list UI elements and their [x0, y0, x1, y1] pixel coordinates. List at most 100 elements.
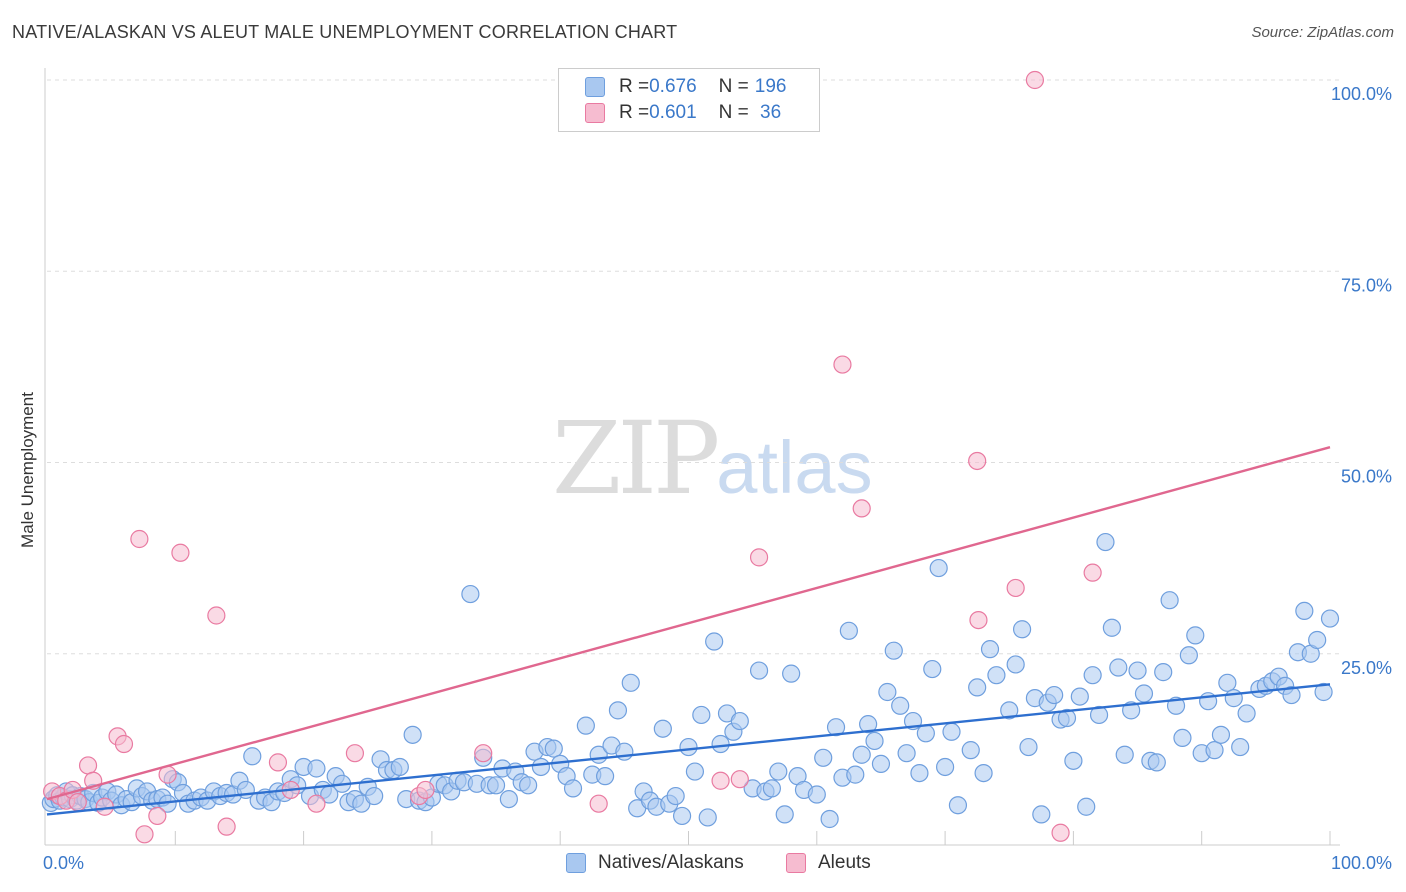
native-data-point: [698, 808, 717, 827]
native-data-point: [1128, 661, 1147, 680]
native-data-point: [878, 682, 897, 702]
native-data-point: [544, 739, 563, 758]
native-data-point: [653, 719, 672, 738]
native-data-point: [608, 701, 628, 720]
axes: [44, 68, 1340, 846]
legend-n-value: 196: [754, 76, 787, 97]
natives-trend-line: [46, 683, 1331, 816]
native-data-point: [839, 621, 858, 640]
native-data-point: [730, 711, 749, 731]
native-data-point: [1077, 797, 1096, 816]
native-data-point: [1057, 708, 1077, 728]
native-data-point: [923, 659, 942, 679]
native-data-point: [403, 725, 422, 744]
aleut-data-point: [217, 817, 236, 836]
native-data-point: [1019, 737, 1038, 757]
native-data-point: [531, 757, 551, 777]
native-data-point: [1096, 532, 1115, 552]
native-data-point: [1000, 701, 1019, 720]
native-data-point: [365, 786, 384, 806]
aleut-data-point: [730, 770, 749, 789]
native-data-point: [390, 757, 409, 777]
bottom-legend-swatch-natives: [566, 853, 586, 873]
native-data-point: [762, 779, 781, 798]
native-data-point: [1320, 609, 1340, 628]
legend-r-value: 0.676: [649, 76, 697, 97]
native-data-point: [1109, 658, 1128, 677]
native-data-point: [499, 789, 518, 809]
native-data-point: [1083, 666, 1102, 685]
native-data-point: [1308, 630, 1327, 650]
native-data-point: [1231, 737, 1250, 757]
bottom-legend-aleuts: Aleuts: [786, 852, 871, 874]
native-data-point: [814, 748, 833, 767]
native-data-point: [1089, 705, 1109, 725]
watermark: ZIPatlas: [552, 400, 873, 517]
native-data-point: [596, 767, 615, 786]
native-data-point: [871, 754, 891, 774]
native-data-point: [1006, 655, 1025, 674]
native-data-point: [711, 734, 730, 754]
native-data-point: [1224, 689, 1243, 708]
native-data-point: [775, 805, 794, 824]
bottom-legend-label-aleuts: Aleuts: [818, 852, 871, 873]
aleut-data-point: [345, 744, 365, 763]
native-data-point: [243, 747, 262, 766]
native-data-point: [576, 716, 595, 735]
bottom-legend-swatch-aleuts: [786, 853, 806, 873]
aleut-data-point: [474, 744, 493, 763]
chart-title: NATIVE/ALASKAN VS ALEUT MALE UNEMPLOYMEN…: [12, 22, 678, 42]
native-data-point: [1070, 687, 1089, 706]
native-data-point: [807, 785, 826, 804]
native-data-point: [486, 776, 506, 795]
aleut-data-point: [1051, 823, 1070, 842]
aleut-data-point: [148, 806, 167, 826]
legend-swatch-natives: [585, 77, 605, 97]
legend-r-value: 0.601: [649, 102, 697, 123]
aleut-data-point: [1083, 563, 1102, 582]
legend-row-aleuts: R = 0.601 N = 36: [585, 101, 781, 125]
x-tick-label: 0.0%: [43, 853, 84, 873]
native-data-point: [916, 724, 935, 743]
native-data-point: [891, 696, 910, 715]
legend-r-label: R =: [619, 76, 650, 97]
y-tick-label: 75.0%: [1341, 275, 1392, 295]
aleut-data-point: [852, 499, 871, 518]
native-data-point: [705, 632, 724, 651]
legend-n-label: N =: [718, 76, 749, 97]
native-data-point: [519, 776, 538, 795]
aleut-data-point: [749, 548, 769, 567]
x-tick-label: 100.0%: [1331, 853, 1392, 873]
y-tick-label: 25.0%: [1341, 658, 1392, 678]
aleut-data-point: [135, 825, 154, 844]
bottom-legend-natives: Natives/Alaskans: [566, 852, 744, 874]
watermark-atlas: atlas: [716, 426, 873, 509]
native-data-point: [1064, 751, 1083, 770]
native-data-point: [884, 641, 903, 660]
bottom-legend-label-natives: Natives/Alaskans: [598, 852, 744, 873]
aleut-data-point: [130, 529, 149, 549]
aleut-data-point: [171, 543, 190, 562]
y-tick-label: 100.0%: [1331, 84, 1392, 104]
native-data-point: [820, 809, 839, 829]
native-data-point: [1205, 741, 1224, 760]
legend-n-label: N =: [718, 102, 749, 123]
native-data-point: [859, 715, 878, 734]
native-data-point: [974, 763, 993, 783]
aleut-data-point: [968, 451, 987, 471]
aleut-data-point: [207, 606, 226, 625]
aleuts-trend-line: [46, 446, 1331, 801]
native-data-point: [1295, 601, 1314, 621]
native-data-point: [942, 722, 961, 741]
native-data-point: [1012, 620, 1032, 639]
native-data-point: [1179, 646, 1198, 665]
native-data-point: [1173, 728, 1192, 748]
native-data-point: [769, 762, 788, 781]
aleut-data-point: [416, 780, 435, 800]
native-data-point: [782, 664, 801, 683]
native-data-point: [685, 762, 705, 781]
native-data-point: [1218, 673, 1237, 692]
native-data-point: [929, 558, 948, 578]
correlation-legend: R = 0.676 N = 196 R = 0.601 N = 36: [558, 68, 820, 132]
